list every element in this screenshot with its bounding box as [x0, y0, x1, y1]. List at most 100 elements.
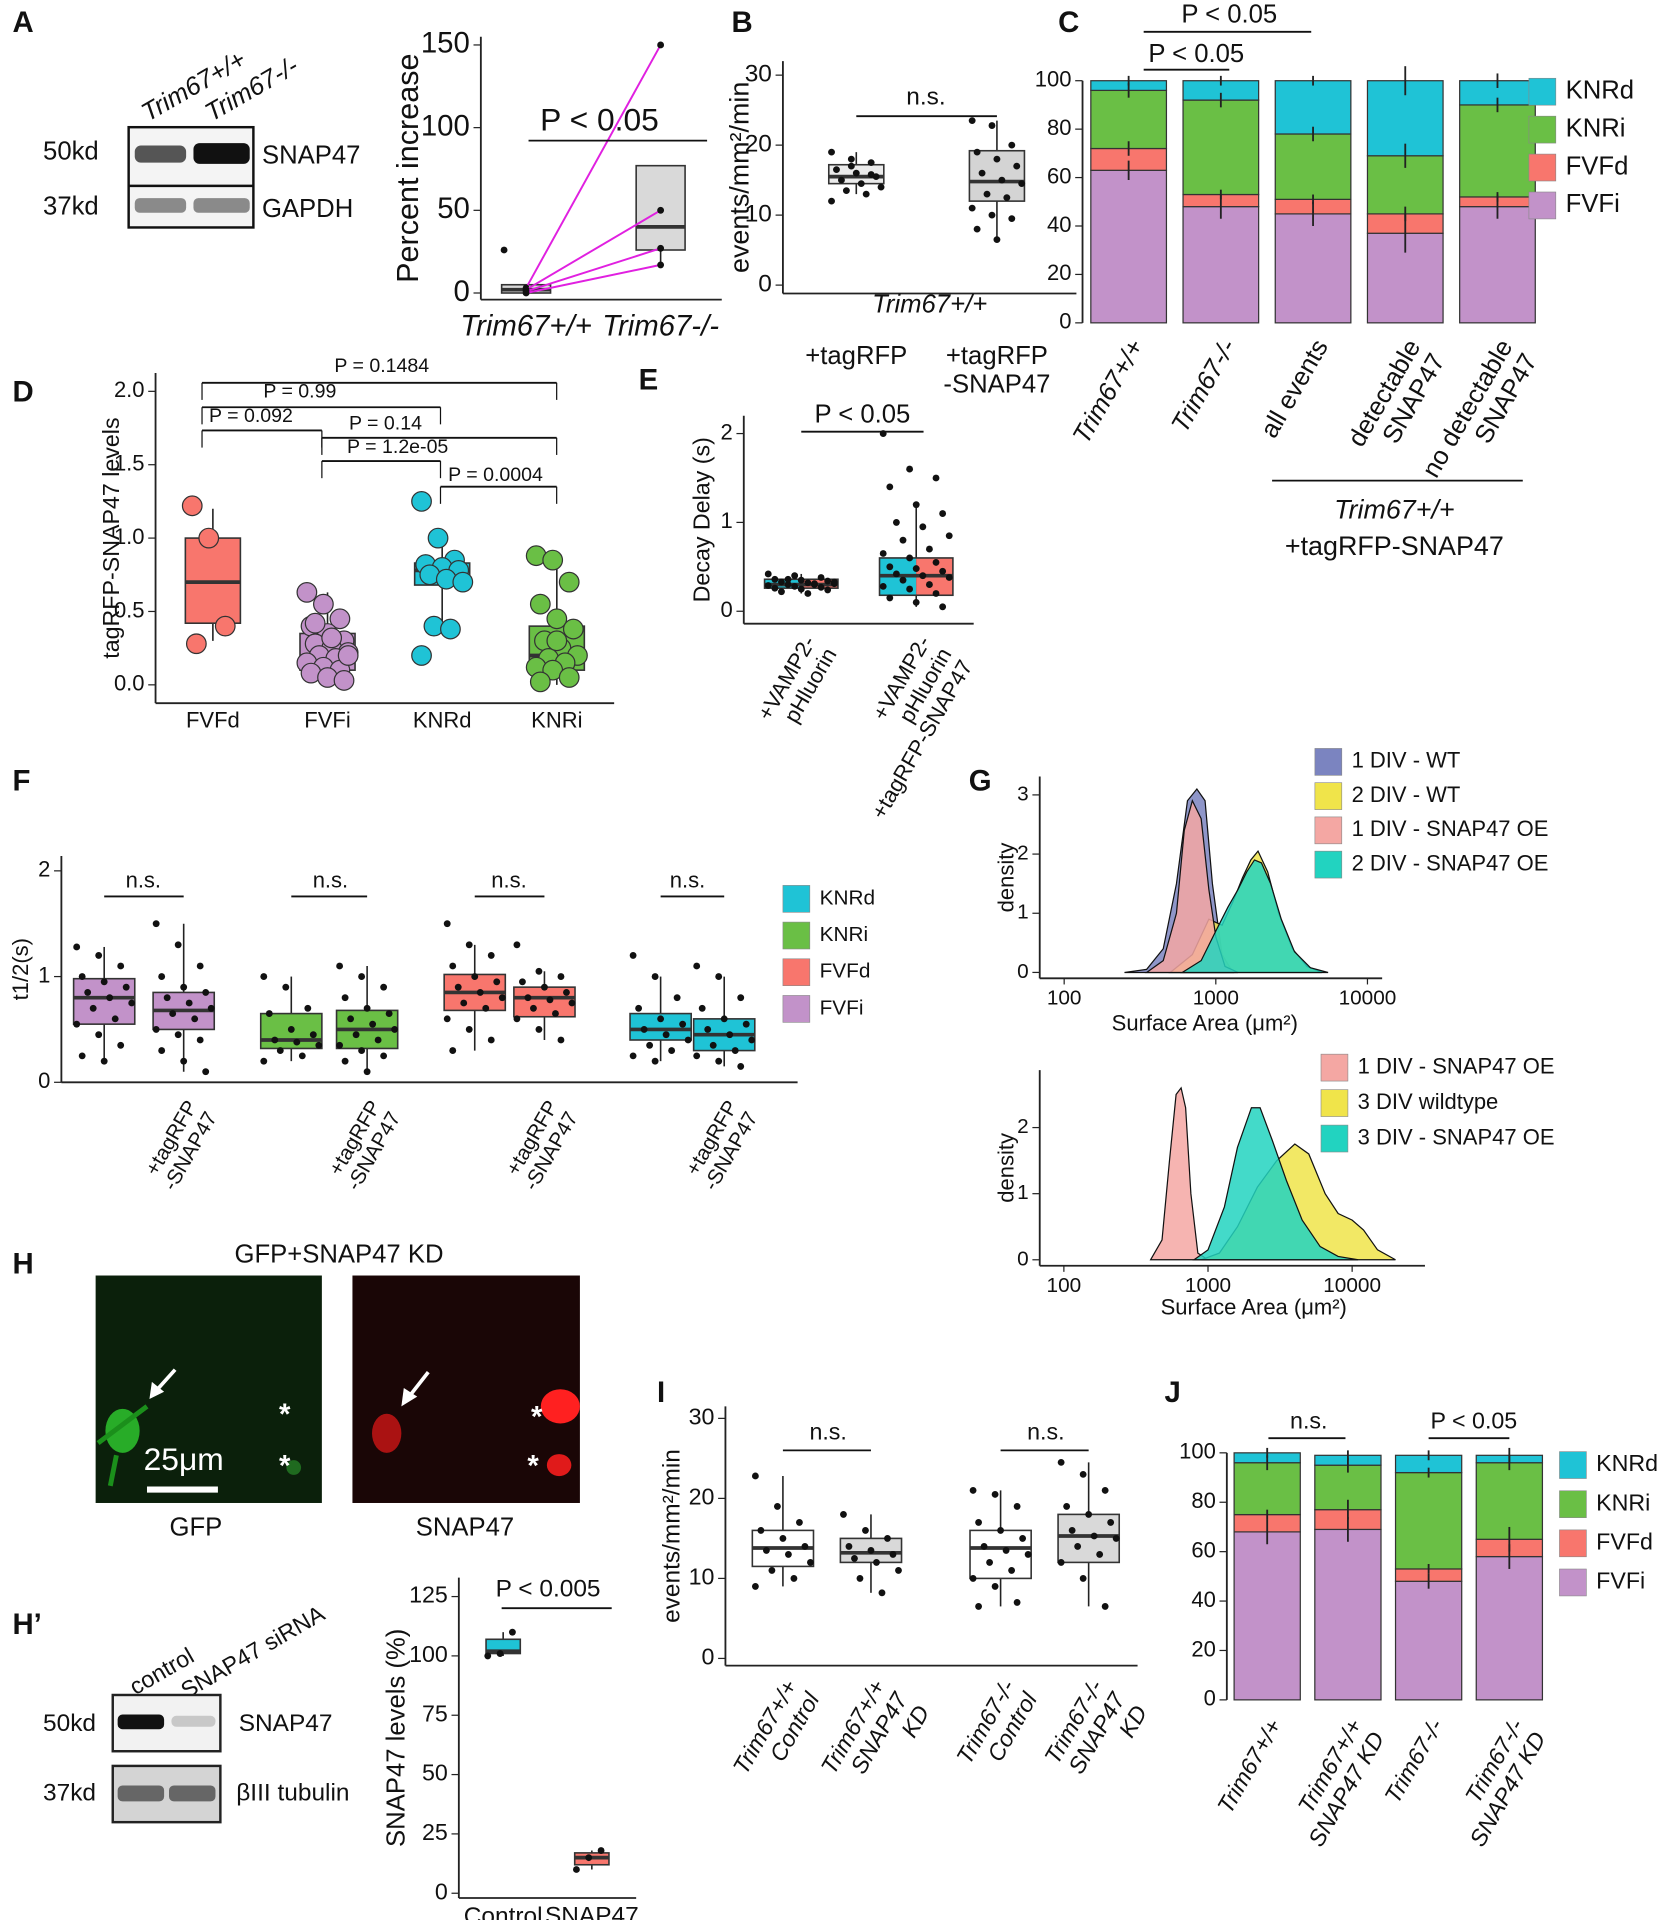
legend-label: 3 DIV - SNAP47 OE — [1358, 1124, 1555, 1149]
point — [764, 570, 772, 578]
point — [1107, 1518, 1115, 1526]
point — [757, 1526, 765, 1534]
point — [784, 575, 792, 583]
point — [181, 495, 203, 517]
point — [73, 1020, 81, 1028]
pair-line — [525, 44, 662, 289]
y-tick-label: 20 — [1047, 260, 1071, 285]
blot-band — [134, 145, 187, 163]
point — [847, 162, 855, 170]
point — [336, 962, 344, 970]
point — [541, 983, 548, 991]
point — [363, 1068, 371, 1076]
legend-swatch — [1320, 1124, 1349, 1153]
x-tick-label: FVFd — [186, 707, 240, 732]
point — [1112, 1534, 1120, 1542]
point — [751, 1472, 759, 1480]
bar-segment — [1274, 213, 1352, 324]
cell — [372, 1413, 402, 1453]
y-tick-label: 0 — [1017, 1247, 1029, 1270]
point — [158, 1047, 166, 1055]
y-tick-label: 100 — [1035, 67, 1072, 92]
channel-label: GFP — [170, 1513, 223, 1541]
point — [260, 1057, 268, 1065]
protein-label: βIII tubulin — [236, 1779, 349, 1806]
point — [842, 187, 850, 195]
point — [980, 1542, 988, 1550]
point — [535, 1026, 543, 1033]
point — [1024, 1550, 1032, 1558]
point — [925, 545, 933, 553]
point — [737, 1063, 745, 1070]
point — [427, 527, 449, 549]
y-axis-label: density — [994, 1133, 1019, 1203]
x-tick-label: Trim67-/- — [602, 309, 719, 342]
point — [196, 1036, 204, 1044]
point — [975, 1602, 983, 1610]
point — [519, 978, 526, 986]
image-snap47 — [352, 1275, 580, 1503]
point — [791, 582, 799, 590]
point — [552, 1010, 559, 1017]
annotation: P < 0.005 — [496, 1575, 601, 1602]
legend-swatch — [1528, 115, 1557, 144]
point — [100, 1057, 108, 1065]
legend-swatch — [782, 995, 811, 1023]
x-axis-label: Surface Area (μm²) — [1112, 1011, 1298, 1036]
point — [1068, 1526, 1076, 1534]
point — [1079, 1470, 1087, 1478]
point — [895, 1566, 902, 1574]
point — [282, 983, 290, 991]
point — [333, 670, 355, 691]
point — [731, 1047, 739, 1055]
point — [374, 1036, 382, 1044]
point — [198, 527, 220, 549]
point — [443, 1015, 451, 1023]
point — [873, 1558, 880, 1566]
point — [968, 117, 976, 125]
legend-swatch — [1528, 153, 1557, 182]
point — [347, 1015, 355, 1023]
point — [337, 645, 359, 666]
point — [657, 41, 665, 49]
point — [988, 122, 996, 129]
legend-swatch — [1559, 1490, 1587, 1518]
point — [852, 169, 860, 177]
point — [100, 978, 108, 986]
bar-segment — [1090, 169, 1168, 324]
point — [336, 1041, 344, 1049]
y-tick-label: 0 — [1017, 960, 1029, 983]
point — [524, 994, 532, 1002]
point — [932, 558, 940, 566]
bar-segment — [1182, 99, 1260, 196]
legend-label: 1 DIV - SNAP47 OE — [1358, 1053, 1555, 1078]
point — [1101, 1602, 1109, 1610]
point — [886, 594, 894, 602]
y-tick-label: 10 — [745, 201, 772, 228]
size-label: 50kd — [43, 1710, 96, 1737]
point — [867, 171, 875, 178]
point — [817, 583, 825, 591]
y-tick-label: 40 — [1047, 212, 1071, 237]
point — [939, 603, 947, 611]
point — [751, 1582, 759, 1590]
point — [329, 608, 351, 630]
point — [95, 952, 103, 959]
point — [726, 1031, 734, 1039]
y-tick-label: 25 — [422, 1819, 448, 1845]
y-axis-label: tagRFP-SNAP47 levels — [98, 417, 124, 658]
y-axis-label: SNAP47 levels (%) — [382, 1629, 410, 1847]
point — [973, 225, 981, 233]
point — [657, 206, 665, 214]
point — [969, 1486, 977, 1494]
point — [1090, 1532, 1098, 1540]
annotation: n.s. — [313, 868, 348, 893]
point — [296, 581, 318, 603]
y-tick-label: 2 — [38, 857, 50, 882]
point — [709, 1041, 717, 1049]
point — [380, 1052, 388, 1060]
annotation: P < 0.05 — [1148, 40, 1244, 68]
point — [862, 190, 870, 198]
y-axis-label: events/mm²/min — [724, 82, 754, 273]
